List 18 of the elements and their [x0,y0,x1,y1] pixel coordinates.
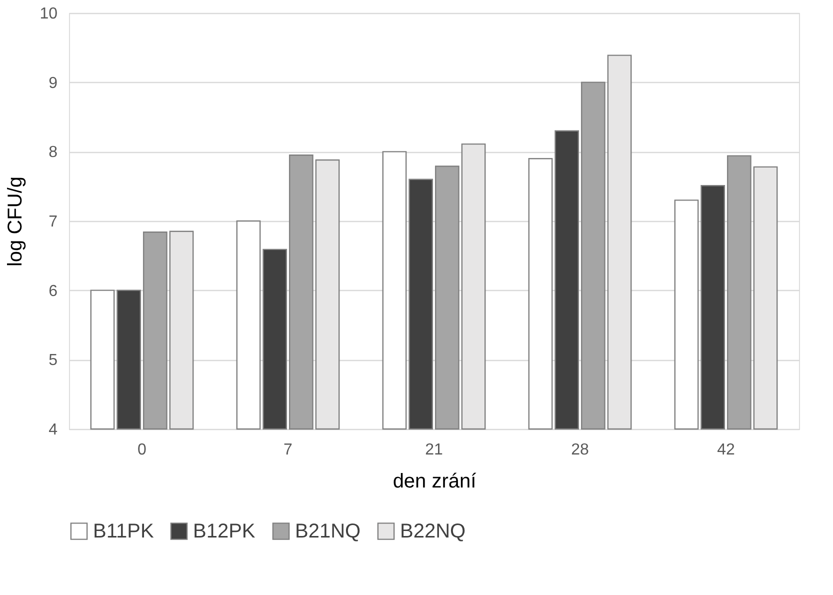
legend-label: B22NQ [400,520,466,542]
y-tick-label: 7 [48,214,58,230]
y-tick-label: 9 [48,74,58,92]
x-tick-label: 21 [425,442,443,458]
y-tick-label: 4 [48,422,58,438]
legend-label: B11PK [93,520,154,542]
y-tick-label: 5 [48,352,58,370]
legend-label: B12PK [193,520,256,542]
x-tick-label: 42 [717,442,735,458]
y-tick-label: 10 [40,6,58,22]
y-tick-label: 6 [48,282,58,300]
legend-label: B21NQ [295,520,361,542]
x-tick-label: 7 [284,442,293,458]
y-tick-label: 8 [48,144,58,162]
x-tick-label: 0 [138,442,147,458]
y-axis-title: log CFU/g [4,176,27,267]
x-tick-label: 28 [571,442,589,458]
x-axis-title: den zrání [392,470,477,492]
